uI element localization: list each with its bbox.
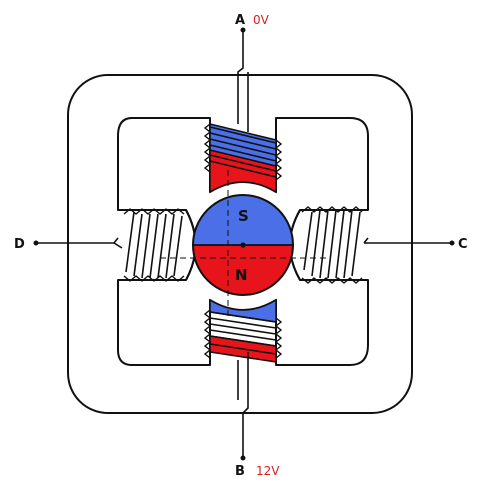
top-pole-winding-blue [209,123,277,167]
rotor-south-label: S [238,207,249,225]
terminal-a-label: A [235,13,245,28]
wire-d [36,237,123,249]
terminal-d-dot [33,240,39,246]
terminal-b-dot [240,455,246,461]
terminal-c-label: C [458,237,468,252]
wire-b [237,352,249,458]
stator-frame-outer [67,74,413,414]
top-pole-north-face [209,149,277,194]
center-axes [160,170,330,320]
rotor-north-label: N [235,266,248,284]
bottom-pole-coil [203,298,283,363]
bottom-pole-face-blue [209,298,277,323]
terminal-d-label: D [14,237,25,252]
wire-c [363,237,452,244]
rotor: S N [192,194,294,296]
left-pole-coil [123,208,197,282]
terminal-b-label: B [235,464,245,479]
terminal-b-voltage: 12V [256,464,280,478]
rotor-shaft [240,242,246,248]
wire-a [237,30,249,132]
terminal-c-dot [449,240,455,246]
terminal-a-dot [240,27,246,33]
right-pole-coil [289,206,363,284]
top-pole-coil [203,123,283,194]
terminal-a-voltage: 0V [253,13,270,27]
